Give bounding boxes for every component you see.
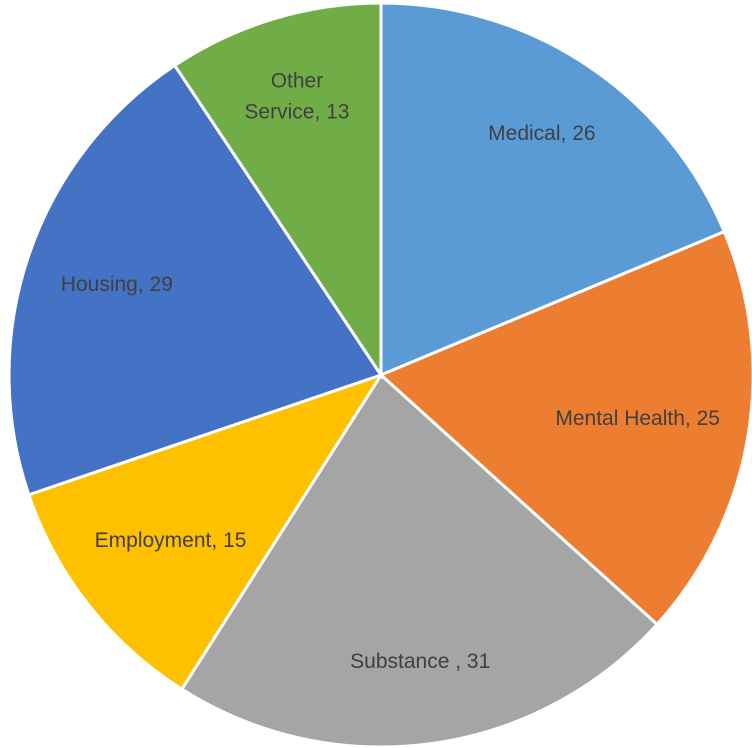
data-label: Substance , 31 xyxy=(350,650,491,674)
pie-slice xyxy=(26,372,385,692)
pie-slice xyxy=(7,63,384,497)
data-label: Housing, 29 xyxy=(60,272,173,296)
data-label: Mental Health, 25 xyxy=(555,406,720,430)
data-label: Employment, 15 xyxy=(94,528,247,552)
data-label: Other Service, 13 xyxy=(244,69,350,124)
pie-slice xyxy=(378,229,752,627)
data-label: Medical, 26 xyxy=(488,121,596,145)
pie-slice xyxy=(179,372,660,748)
pie-slice xyxy=(379,1,727,378)
pie-slice xyxy=(172,1,383,380)
